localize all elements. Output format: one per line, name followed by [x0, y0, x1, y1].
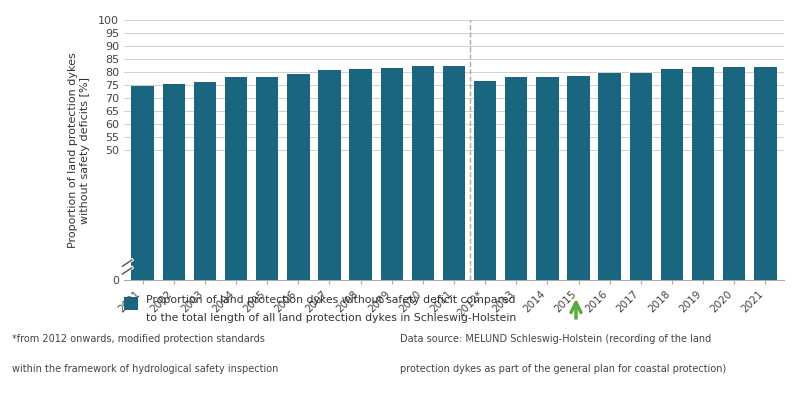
Bar — [598, 73, 621, 280]
Bar — [287, 74, 310, 280]
Bar — [442, 66, 466, 280]
Bar — [661, 69, 683, 280]
Bar — [124, 296, 138, 310]
Bar — [162, 84, 185, 280]
Bar — [474, 81, 496, 280]
Bar — [350, 69, 372, 280]
Text: Proportion of land protection dykes without safety deficit compared: Proportion of land protection dykes with… — [146, 295, 516, 305]
Bar — [256, 77, 278, 280]
Bar — [754, 67, 777, 280]
Bar — [567, 76, 590, 280]
Bar — [630, 73, 652, 280]
Bar — [318, 70, 341, 280]
Bar — [505, 77, 527, 280]
Bar — [225, 77, 247, 280]
Bar — [381, 68, 403, 280]
Text: *from 2012 onwards, modified protection standards: *from 2012 onwards, modified protection … — [12, 334, 265, 344]
Bar — [692, 67, 714, 280]
Y-axis label: Proportion of land protection dykes
without safety deficits [%]: Proportion of land protection dykes with… — [68, 52, 90, 248]
Text: to the total length of all land protection dykes in Schleswig-Holstein: to the total length of all land protecti… — [146, 314, 517, 324]
Bar — [131, 86, 154, 280]
Text: protection dykes as part of the general plan for coastal protection): protection dykes as part of the general … — [400, 364, 726, 374]
Bar — [536, 77, 558, 280]
Bar — [412, 66, 434, 280]
Text: Data source: MELUND Schleswig-Holstein (recording of the land: Data source: MELUND Schleswig-Holstein (… — [400, 334, 711, 344]
Text: within the framework of hydrological safety inspection: within the framework of hydrological saf… — [12, 364, 278, 374]
Bar — [723, 67, 746, 280]
Bar — [194, 82, 216, 280]
